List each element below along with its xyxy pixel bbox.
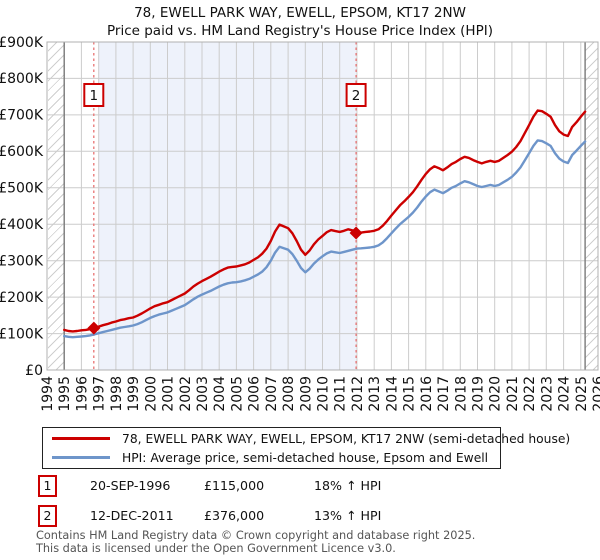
- x-tick-label: 2005: [229, 376, 245, 412]
- x-tick-label: 2011: [333, 376, 349, 412]
- x-tick-label: 2026: [591, 376, 600, 412]
- no-data-hatch-right: [585, 42, 598, 370]
- x-tick-label: 2017: [436, 376, 452, 412]
- x-tick-label: 1995: [57, 376, 73, 412]
- x-tick-label: 2000: [143, 376, 159, 412]
- transaction-2-vs-hpi: 13% ↑ HPI: [314, 508, 382, 523]
- footer-line-1: Contains HM Land Registry data © Crown c…: [36, 529, 476, 542]
- sale-2-marker-label: 2: [352, 88, 361, 104]
- x-tick-label: 2014: [384, 376, 400, 412]
- hpi-line-swatch: [52, 456, 110, 459]
- x-tick-label: 2012: [350, 376, 366, 412]
- x-tick-label: 1994: [40, 376, 56, 412]
- sale-1-marker-box: [83, 83, 105, 107]
- x-tick-label: 2002: [178, 376, 194, 412]
- chart-legend: 78, EWELL PARK WAY, EWELL, EPSOM, KT17 2…: [42, 427, 570, 469]
- sale-1-marker-label: 1: [90, 88, 99, 104]
- y-tick-label: £700K: [0, 108, 44, 124]
- x-tick-label: 2001: [161, 376, 177, 412]
- between-sales-band: [98, 42, 357, 370]
- sale-2-point: [349, 226, 363, 240]
- y-tick-label: £0: [25, 363, 43, 379]
- transaction-1-date: 20-SEP-1996: [90, 478, 171, 493]
- price-chart: 1 2 £0 £100K £200K £300K £400K £500K £600K £700K £…: [0, 35, 600, 412]
- y-tick-label: £500K: [0, 181, 44, 197]
- y-tick-label: £200K: [0, 290, 44, 306]
- x-tick-label: 2003: [195, 376, 211, 412]
- legend-entry-price-paid: 78, EWELL PARK WAY, EWELL, EPSOM, KT17 2…: [43, 431, 570, 447]
- page-subtitle: Price paid vs. HM Land Registry's House …: [107, 23, 493, 39]
- x-tick-label: 2022: [522, 376, 538, 412]
- y-tick-label: £600K: [0, 144, 44, 160]
- transaction-2-price: £376,000: [204, 508, 265, 523]
- transaction-1-price: £115,000: [204, 478, 265, 493]
- x-tick-label: 2021: [505, 376, 521, 412]
- x-tick-label: 2018: [453, 376, 469, 412]
- x-tick-label: 1999: [126, 376, 142, 412]
- y-tick-label: £100K: [0, 326, 44, 342]
- x-tick-label: 1996: [74, 376, 90, 412]
- x-tick-label: 2009: [298, 376, 314, 412]
- sale-2-marker-box: [345, 83, 367, 107]
- legend-label-hpi: HPI: Average price, semi-detached house,…: [122, 450, 489, 465]
- no-data-hatch-left: [48, 42, 65, 370]
- hpi-line: [62, 139, 587, 339]
- price-line-swatch: [52, 437, 110, 440]
- plot-border: [46, 41, 599, 371]
- x-tick-label: 1998: [109, 376, 125, 412]
- y-tick-label: £800K: [0, 71, 44, 87]
- legend-entry-hpi: HPI: Average price, semi-detached house,…: [43, 450, 500, 466]
- transaction-1-vs-hpi: 18% ↑ HPI: [314, 478, 382, 493]
- x-tick-label: 2010: [316, 376, 332, 412]
- x-tick-label: 2025: [574, 376, 590, 412]
- y-tick-label: £400K: [0, 217, 44, 233]
- x-tick-label: 2023: [539, 376, 555, 412]
- x-tick-label: 2019: [471, 376, 487, 412]
- footer-line-2: This data is licensed under the Open Gov…: [36, 542, 396, 555]
- license-footer: Contains HM Land Registry data © Crown c…: [36, 529, 596, 555]
- price-paid-line: [62, 109, 587, 333]
- sale-1-point: [87, 321, 101, 335]
- y-tick-label: £900K: [0, 35, 44, 51]
- x-tick-label: 2007: [264, 376, 280, 412]
- x-tick-label: 2004: [212, 376, 228, 412]
- page-title: 78, EWELL PARK WAY, EWELL, EPSOM, KT17 2…: [134, 5, 466, 21]
- x-tick-label: 2008: [281, 376, 297, 412]
- x-tick-label: 2006: [247, 376, 263, 412]
- x-tick-label: 2015: [402, 376, 418, 412]
- transaction-2-marker: 2: [38, 505, 57, 527]
- x-tick-label: 1997: [92, 376, 108, 412]
- x-tick-label: 2016: [419, 376, 435, 412]
- x-tick-label: 2024: [557, 376, 573, 412]
- transaction-1-marker: 1: [38, 475, 57, 497]
- x-tick-label: 2013: [367, 376, 383, 412]
- transaction-row-2: 2 12-DEC-2011 £376,000 13% ↑ HPI: [0, 505, 600, 529]
- y-tick-label: £300K: [0, 254, 44, 270]
- transaction-row-1: 1 20-SEP-1996 £115,000 18% ↑ HPI: [0, 475, 600, 499]
- transaction-2-date: 12-DEC-2011: [90, 508, 174, 523]
- x-tick-label: 2020: [488, 376, 504, 412]
- legend-label-price-paid: 78, EWELL PARK WAY, EWELL, EPSOM, KT17 2…: [122, 431, 571, 446]
